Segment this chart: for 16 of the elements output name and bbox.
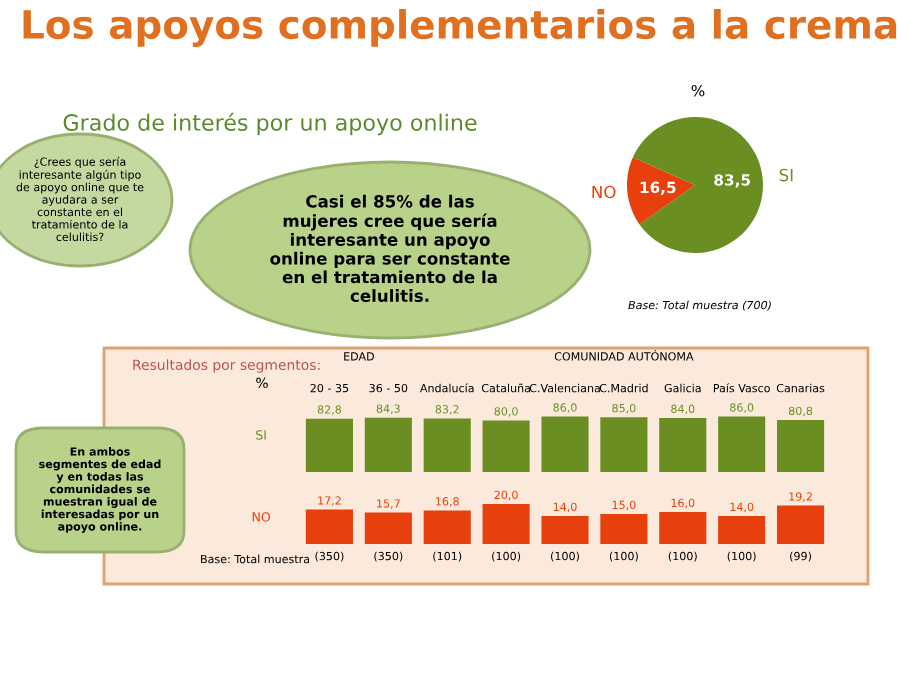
pie-slice [632,117,763,253]
text: Los apoyos complementarios a la crema [23,9,897,47]
text: Casi el 85% de las mujeres cree que sería interesante un apoyo online para ser constante en el tratamiento de la celulitis. [270,194,510,303]
bar [305,509,353,544]
text: Grado de interés por un apoyo online [63,112,477,136]
slice-label: SI [779,168,793,182]
bar [364,512,412,544]
bar [482,504,530,544]
bar [600,514,648,544]
slice-label: NO [592,185,616,199]
bar [423,510,471,544]
pie-slice [627,157,695,225]
bar [659,512,707,544]
bar [541,516,589,544]
bar [777,505,825,544]
bar [718,516,766,544]
